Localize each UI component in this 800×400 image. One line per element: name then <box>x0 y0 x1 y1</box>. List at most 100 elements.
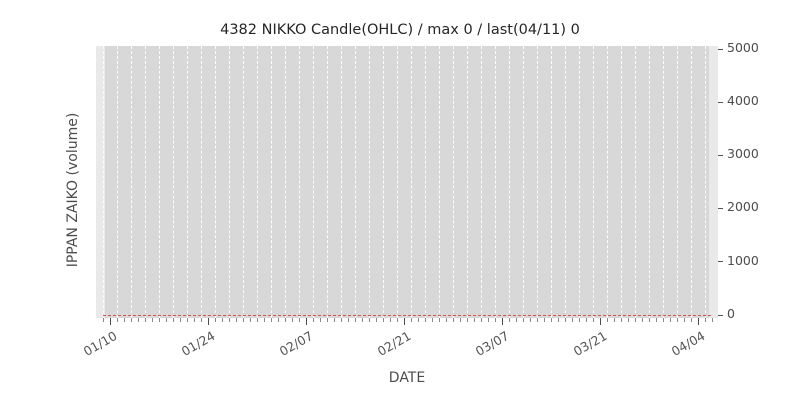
x-tick-major <box>110 318 111 325</box>
y-tick-label: 0 <box>727 305 735 321</box>
x-tick-minor <box>488 318 489 322</box>
x-tick-minor <box>495 318 496 322</box>
x-tick-minor <box>341 318 342 322</box>
x-tick-minor <box>264 318 265 322</box>
gridline-vertical <box>453 46 455 318</box>
gridline-vertical <box>523 46 525 318</box>
gridline-vertical <box>425 46 427 318</box>
x-tick-minor <box>201 318 202 322</box>
x-tick-minor <box>628 318 629 322</box>
x-tick-minor <box>285 318 286 322</box>
gridline-vertical <box>705 46 707 318</box>
gridline-vertical <box>327 46 329 318</box>
x-tick-minor <box>243 318 244 322</box>
gridline-vertical <box>397 46 399 318</box>
x-tick-minor <box>397 318 398 322</box>
gridline-vertical <box>243 46 245 318</box>
x-tick-minor <box>474 318 475 322</box>
x-tick-minor <box>432 318 433 322</box>
gridline-vertical <box>215 46 217 318</box>
gridline-vertical <box>159 46 161 318</box>
y-axis-title: IPPAN ZAIKO (volume) <box>65 112 81 268</box>
gridline-vertical <box>509 46 511 318</box>
x-tick-minor <box>236 318 237 322</box>
gridline-vertical <box>131 46 133 318</box>
gridline-vertical <box>649 46 651 318</box>
gridline-vertical <box>677 46 679 318</box>
x-tick-minor <box>278 318 279 322</box>
x-tick-minor <box>621 318 622 322</box>
x-tick-label: 01/24 <box>178 328 218 360</box>
gridline-vertical <box>537 46 539 318</box>
x-tick-minor <box>355 318 356 322</box>
x-axis: 01/10 01/24 02/07 02/21 03/07 03/21 04/04 <box>81 318 718 378</box>
gridline-vertical <box>383 46 385 318</box>
x-tick-major <box>208 318 209 325</box>
gridline-vertical <box>579 46 581 318</box>
x-tick-minor <box>586 318 587 322</box>
gridline-vertical <box>229 46 231 318</box>
x-tick-minor <box>383 318 384 322</box>
x-tick-minor <box>607 318 608 322</box>
gridline-vertical <box>621 46 623 318</box>
gridline-vertical <box>565 46 567 318</box>
x-tick-minor <box>516 318 517 322</box>
x-tick-minor <box>348 318 349 322</box>
plot-area[interactable] <box>96 46 718 318</box>
gridline-vertical <box>607 46 609 318</box>
y-tick-label: 3000 <box>727 146 759 162</box>
x-tick-minor <box>103 318 104 322</box>
x-tick-minor <box>537 318 538 322</box>
x-tick-minor <box>656 318 657 322</box>
gridline-vertical <box>551 46 553 318</box>
x-tick-major <box>306 318 307 325</box>
y-tick-label: 5000 <box>727 39 759 55</box>
x-tick-major <box>600 318 601 325</box>
x-tick-minor <box>712 318 713 322</box>
x-tick-minor <box>649 318 650 322</box>
gridline-vertical <box>691 46 693 318</box>
x-tick-label: 04/04 <box>668 328 708 360</box>
x-tick-minor <box>250 318 251 322</box>
plot-right-margin-strip <box>709 46 718 318</box>
x-tick-minor <box>467 318 468 322</box>
x-tick-minor <box>642 318 643 322</box>
x-tick-major <box>698 318 699 325</box>
x-tick-minor <box>593 318 594 322</box>
x-tick-minor <box>635 318 636 322</box>
x-tick-major <box>502 318 503 325</box>
gridline-vertical <box>257 46 259 318</box>
x-tick-minor <box>215 318 216 322</box>
x-tick-label: 03/21 <box>570 328 610 360</box>
x-tick-minor <box>117 318 118 322</box>
x-tick-minor <box>362 318 363 322</box>
x-tick-minor <box>411 318 412 322</box>
x-tick-minor <box>194 318 195 322</box>
gridline-vertical <box>103 46 105 318</box>
x-tick-minor <box>152 318 153 322</box>
gridline-vertical <box>173 46 175 318</box>
gridline-vertical <box>439 46 441 318</box>
y-tick-mark <box>718 154 723 156</box>
x-tick-minor <box>222 318 223 322</box>
x-tick-minor <box>572 318 573 322</box>
gridline-vertical <box>271 46 273 318</box>
x-tick-minor <box>376 318 377 322</box>
x-tick-minor <box>425 318 426 322</box>
x-tick-minor <box>446 318 447 322</box>
x-tick-minor <box>684 318 685 322</box>
x-tick-minor <box>670 318 671 322</box>
x-tick-minor <box>460 318 461 322</box>
x-tick-minor <box>390 318 391 322</box>
gridline-vertical <box>635 46 637 318</box>
x-tick-minor <box>180 318 181 322</box>
volume-zero-line <box>103 315 711 316</box>
x-tick-minor <box>369 318 370 322</box>
x-tick-minor <box>320 318 321 322</box>
x-tick-minor <box>257 318 258 322</box>
x-tick-minor <box>299 318 300 322</box>
x-tick-minor <box>677 318 678 322</box>
x-tick-minor <box>663 318 664 322</box>
plot-left-margin-strip <box>96 46 105 318</box>
x-tick-minor <box>579 318 580 322</box>
